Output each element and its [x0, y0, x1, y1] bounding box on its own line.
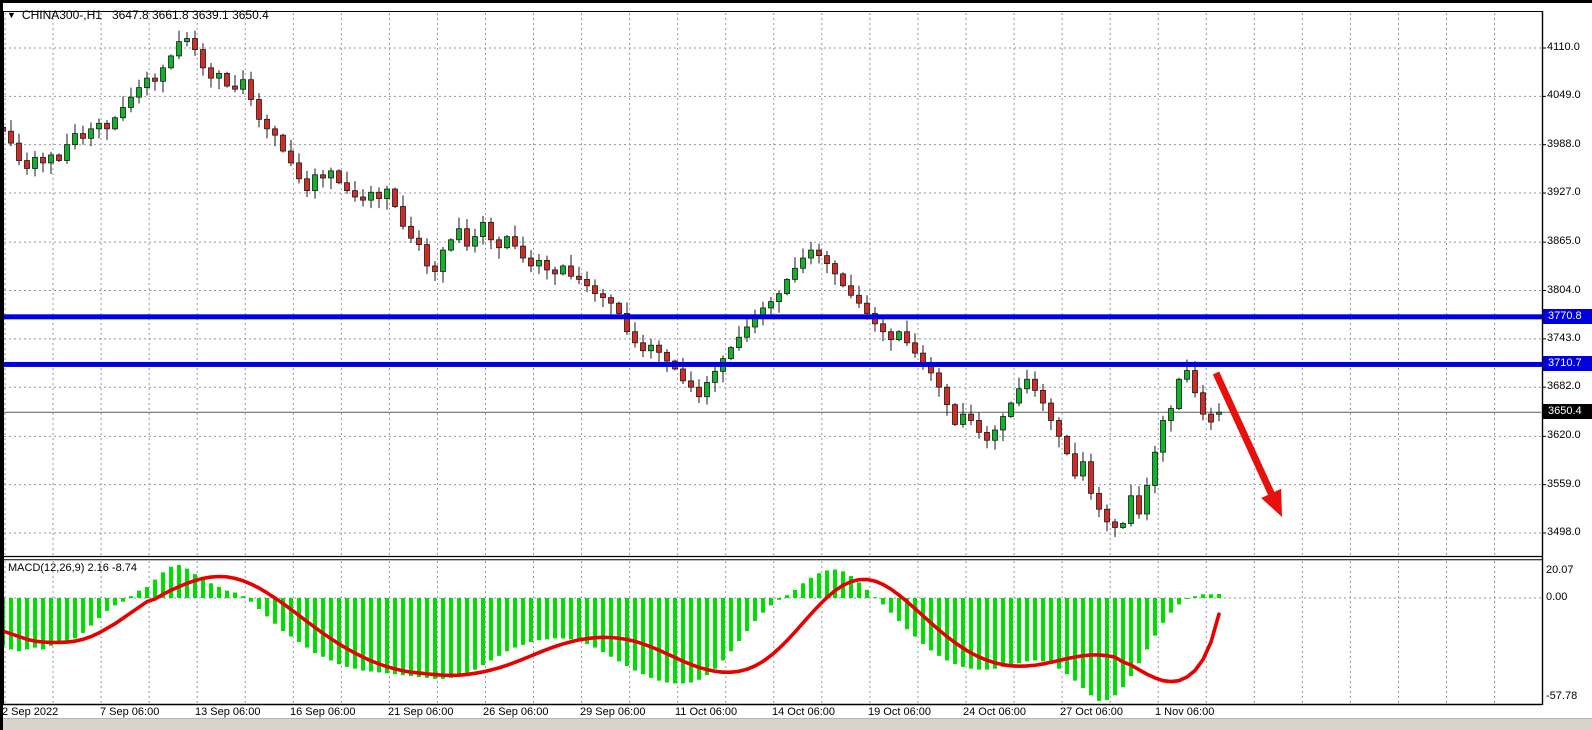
- macd-axis-label: -57.78: [1546, 690, 1578, 702]
- time-axis-label: 16 Sep 06:00: [290, 706, 356, 718]
- chart-title: ▼ CHINA300-,H1 3647.8 3661.8 3639.1 3650.4: [7, 8, 269, 22]
- time-axis-label: 13 Sep 06:00: [195, 706, 261, 718]
- window-footer-strip: [0, 718, 1592, 730]
- time-axis-label: 1 Nov 06:00: [1155, 706, 1215, 718]
- time-axis-label: 26 Sep 06:00: [483, 706, 549, 718]
- macd-indicator-label: MACD(12,26,9) 2.16 -8.74: [8, 562, 138, 574]
- price-axis-label: 4110.0: [1547, 41, 1580, 53]
- hline-price-label[interactable]: 3710.7: [1543, 356, 1592, 372]
- price-axis-label: 3743.0: [1547, 331, 1581, 344]
- macd-axis-label: 20.07: [1546, 564, 1574, 576]
- time-axis-label: 11 Oct 06:00: [675, 706, 738, 718]
- time-axis-label: 14 Oct 06:00: [772, 706, 835, 718]
- trend-arrow-annotation[interactable]: [1212, 371, 1282, 517]
- current-price-label: 3650.4: [1543, 404, 1592, 420]
- time-axis-label: 27 Oct 06:00: [1060, 706, 1123, 718]
- time-axis-label: 19 Oct 06:00: [868, 706, 931, 718]
- window-frame-left: [0, 0, 3, 730]
- price-axis-label: 3559.0: [1547, 477, 1581, 490]
- ohlc-readout: 3647.8 3661.8 3639.1 3650.4: [111, 8, 269, 22]
- price-axis-label: 3682.0: [1547, 380, 1581, 393]
- candlestick-layer: [0, 30, 1222, 537]
- macd-axis-label: 0.00: [1546, 591, 1568, 603]
- symbol-dropdown-icon[interactable]: ▼: [7, 10, 16, 20]
- price-axis-label: 3620.0: [1547, 429, 1581, 442]
- price-axis-label: 3865.0: [1547, 235, 1581, 248]
- time-axis-label: 2 Sep 2022: [2, 706, 59, 718]
- hline-price-label[interactable]: 3770.8: [1543, 308, 1592, 324]
- time-axis-label: 24 Oct 06:00: [963, 706, 1026, 718]
- time-axis-label: 29 Sep 06:00: [580, 706, 646, 718]
- price-axis-label: 3988.0: [1547, 137, 1581, 150]
- price-axis-label: 3804.0: [1547, 283, 1581, 296]
- price-axis-label: 4049.0: [1547, 89, 1581, 102]
- time-axis-label: 7 Sep 06:00: [100, 706, 160, 718]
- horizontal-support-resistance-lines[interactable]: [3, 314, 1542, 367]
- macd-indicator-layer: [1, 564, 1221, 701]
- chart-frame-layer: [2, 11, 1546, 706]
- symbol-timeframe: CHINA300-,H1: [21, 8, 102, 22]
- time-axis-label: 21 Sep 06:00: [388, 706, 454, 718]
- window-frame-top: [0, 0, 1592, 3]
- grid-layer: [4, 13, 1541, 703]
- price-axis-label: 3498.0: [1547, 526, 1581, 538]
- price-axis-label: 3927.0: [1547, 186, 1581, 199]
